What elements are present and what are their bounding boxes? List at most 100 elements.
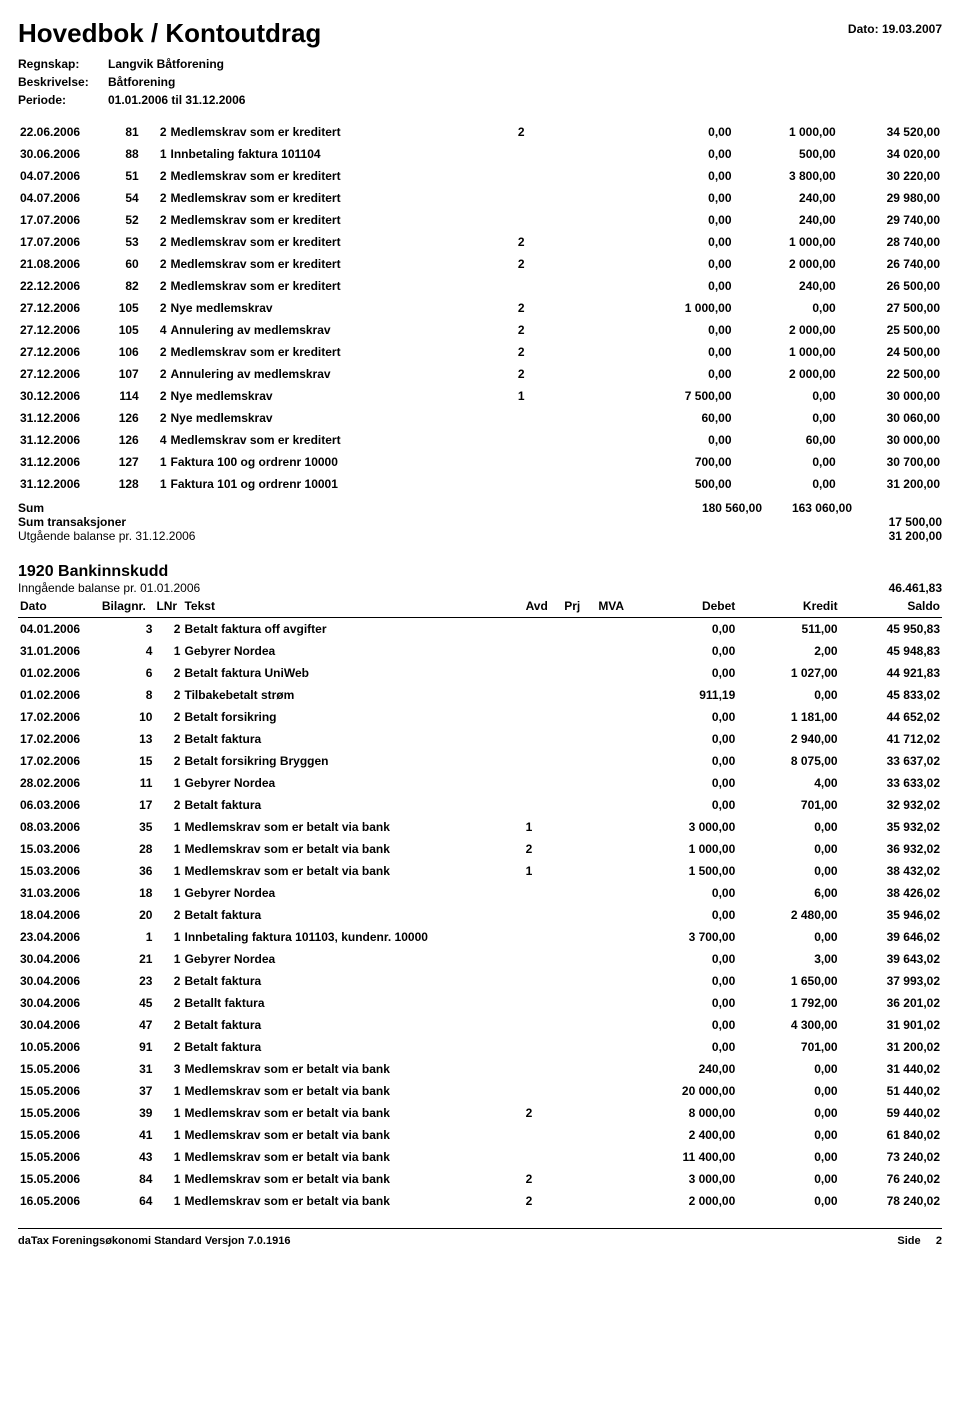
cell: 2 [154, 794, 182, 816]
cell: Nye medlemskrav [169, 297, 516, 319]
cell: 1 [154, 816, 182, 838]
footer-separator [18, 1228, 942, 1229]
cell: 1 [154, 838, 182, 860]
cell: 35 [100, 816, 155, 838]
cell: 44 652,02 [840, 706, 942, 728]
cell: 04.01.2006 [18, 618, 100, 641]
cell: 0,00 [629, 341, 733, 363]
cell: 240,00 [635, 1058, 737, 1080]
cell [562, 750, 596, 772]
cell [555, 297, 590, 319]
cell: Medlemskrav som er betalt via bank [182, 1124, 523, 1146]
cell: Medlemskrav som er betalt via bank [182, 860, 523, 882]
cell: 1 [154, 1124, 182, 1146]
cell: 0,00 [734, 451, 838, 473]
cell: 2 000,00 [734, 253, 838, 275]
cell: 240,00 [734, 275, 838, 297]
cell: 32 932,02 [840, 794, 942, 816]
cell: 08.03.2006 [18, 816, 100, 838]
cell: 82 [101, 275, 140, 297]
cell [524, 1124, 563, 1146]
cell [596, 794, 635, 816]
table-row: 31.12.20061271Faktura 100 og ordrenr 100… [18, 451, 942, 473]
cell: Betalt faktura UniWeb [182, 662, 523, 684]
table-row: 31.12.20061281Faktura 101 og ordrenr 100… [18, 473, 942, 495]
table-row: 30.04.2006232Betalt faktura0,001 650,003… [18, 970, 942, 992]
column-header: Kredit [737, 595, 839, 618]
cell: 17.02.2006 [18, 706, 100, 728]
table-row: 06.03.2006172Betalt faktura0,00701,0032 … [18, 794, 942, 816]
cell: 3 800,00 [734, 165, 838, 187]
cell [562, 1168, 596, 1190]
cell [596, 684, 635, 706]
cell: 2 [141, 165, 169, 187]
cell: 1 [154, 1102, 182, 1124]
cell [555, 143, 590, 165]
cell: 22 500,00 [838, 363, 942, 385]
cell [562, 1124, 596, 1146]
meta-value: Langvik Båtforening [108, 57, 224, 71]
cell: 2 000,00 [734, 363, 838, 385]
cell: 22.12.2006 [18, 275, 101, 297]
cell: 35 932,02 [840, 816, 942, 838]
cell: 0,00 [635, 728, 737, 750]
cell: 0,00 [737, 816, 839, 838]
cell: 0,00 [629, 143, 733, 165]
cell: 29 980,00 [838, 187, 942, 209]
cell: 27 500,00 [838, 297, 942, 319]
cell: 01.02.2006 [18, 662, 100, 684]
cell: 4 [100, 640, 155, 662]
cell [590, 209, 629, 231]
cell: 2 [154, 618, 182, 641]
cell: 0,00 [635, 618, 737, 641]
cell: 0,00 [737, 1124, 839, 1146]
table-row: 15.03.2006281Medlemskrav som er betalt v… [18, 838, 942, 860]
cell: 28 740,00 [838, 231, 942, 253]
cell: 2 [154, 1014, 182, 1036]
cell: 41 712,02 [840, 728, 942, 750]
cell: 0,00 [629, 187, 733, 209]
cell: 0,00 [737, 684, 839, 706]
table-row: 31.12.20061264Medlemskrav som er kredite… [18, 429, 942, 451]
cell [516, 429, 555, 451]
cell: 21 [100, 948, 155, 970]
cell: 0,00 [629, 253, 733, 275]
cell: 34 520,00 [838, 121, 942, 143]
cell: 60,00 [734, 429, 838, 451]
cell: 30 000,00 [838, 385, 942, 407]
table-row: 27.12.20061072Annulering av medlemskrav2… [18, 363, 942, 385]
cell [516, 187, 555, 209]
cell: 2 400,00 [635, 1124, 737, 1146]
cell [562, 882, 596, 904]
cell: 701,00 [737, 1036, 839, 1058]
cell [555, 429, 590, 451]
cell: 0,00 [635, 640, 737, 662]
sum-trans-value: 17 500,00 [852, 515, 942, 529]
sum-debet: 180 560,00 [672, 501, 762, 515]
table-row: 15.05.2006313Medlemskrav som er betalt v… [18, 1058, 942, 1080]
meta-label: Beskrivelse: [18, 73, 108, 91]
cell: 21.08.2006 [18, 253, 101, 275]
cell: Medlemskrav som er betalt via bank [182, 1168, 523, 1190]
cell: 0,00 [635, 772, 737, 794]
cell: 1 [154, 640, 182, 662]
cell: 2 [141, 363, 169, 385]
cell: 01.02.2006 [18, 684, 100, 706]
column-header: Avd [524, 595, 563, 618]
cell [596, 662, 635, 684]
cell: Betallt faktura [182, 992, 523, 1014]
table-row: 31.03.2006181Gebyrer Nordea0,006,0038 42… [18, 882, 942, 904]
cell: Betalt faktura [182, 970, 523, 992]
cell: 1 [154, 1146, 182, 1168]
cell: 2 [516, 297, 555, 319]
cell: 701,00 [737, 794, 839, 816]
cell: 33 637,02 [840, 750, 942, 772]
table-row: 04.07.2006542Medlemskrav som er krediter… [18, 187, 942, 209]
incoming-balance-label: Inngående balanse pr. 01.01.2006 [18, 581, 200, 595]
cell: 1 [100, 926, 155, 948]
cell: 2 [141, 297, 169, 319]
cell: 31 [100, 1058, 155, 1080]
cell: Medlemskrav som er kreditert [169, 275, 516, 297]
cell: 2 [141, 209, 169, 231]
cell: 2 [516, 231, 555, 253]
